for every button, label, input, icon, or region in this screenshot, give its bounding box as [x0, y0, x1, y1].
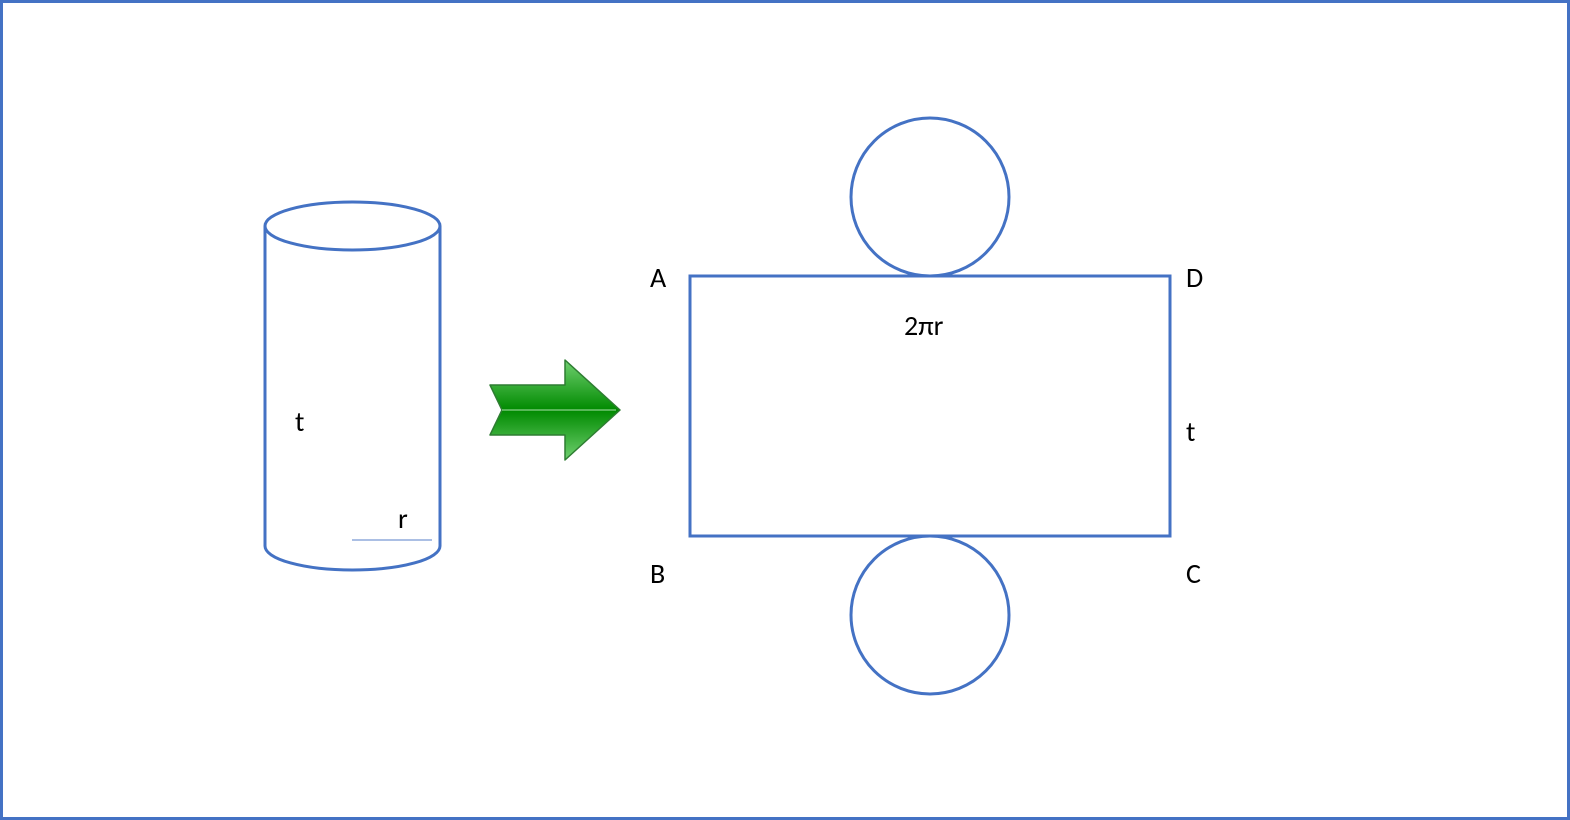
net-corner-d: D	[1186, 264, 1203, 292]
net-height-label: t	[1186, 418, 1195, 446]
diagram-svg	[0, 0, 1570, 820]
cylinder-height-label: t	[295, 408, 304, 436]
net-corner-a: A	[650, 264, 666, 292]
net-corner-b: B	[650, 560, 665, 588]
cylinder-radius-label: r	[398, 505, 408, 533]
net-corner-c: C	[1186, 560, 1201, 588]
diagram-frame: t r A B C D 2πr t	[0, 0, 1570, 820]
net-width-label: 2πr	[904, 312, 943, 340]
